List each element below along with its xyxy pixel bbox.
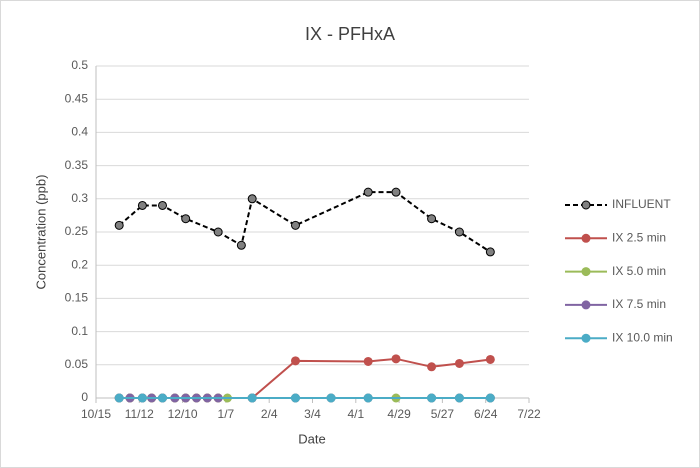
legend-marker (581, 333, 591, 343)
data-point (454, 393, 464, 403)
legend-marker (581, 200, 591, 210)
legend-label: INFLUENT (612, 197, 671, 211)
data-point (427, 393, 437, 403)
y-tick-label: 0.1 (71, 324, 88, 338)
x-tick-label: 2/4 (261, 407, 278, 421)
data-point (427, 214, 437, 224)
y-tick-label: 0.25 (65, 224, 89, 238)
y-tick-label: 0.3 (71, 191, 88, 205)
data-point (485, 247, 495, 257)
legend-label: IX 2.5 min (612, 230, 666, 244)
legend-marker (581, 233, 591, 243)
y-axis-title: Concentration (ppb) (33, 175, 48, 290)
x-tick-label: 11/12 (125, 407, 154, 421)
x-tick-label: 1/7 (218, 407, 235, 421)
data-point (454, 358, 464, 368)
y-tick-label: 0.05 (65, 357, 89, 371)
legend-label: IX 7.5 min (612, 297, 666, 311)
y-tick-label: 0.2 (71, 257, 88, 271)
x-tick-label: 10/15 (81, 407, 111, 421)
data-point (363, 356, 373, 366)
data-point (114, 220, 124, 230)
legend-label: IX 10.0 min (612, 330, 673, 344)
y-tick-label: 0.15 (65, 291, 89, 305)
data-point (290, 393, 300, 403)
data-point (391, 354, 401, 364)
data-point (247, 393, 257, 403)
x-tick-label: 3/4 (304, 407, 321, 421)
x-tick-label: 5/27 (431, 407, 455, 421)
chart-title: IX - PFHxA (305, 24, 395, 44)
data-point (363, 393, 373, 403)
x-tick-label: 6/24 (474, 407, 498, 421)
x-tick-label: 4/29 (387, 407, 411, 421)
data-point (137, 200, 147, 210)
data-point (485, 354, 495, 364)
legend-marker (581, 267, 591, 277)
data-point (427, 362, 437, 372)
legend-marker (581, 300, 591, 310)
data-point (290, 220, 300, 230)
x-tick-label: 4/1 (347, 407, 364, 421)
data-point (236, 240, 246, 250)
data-point (363, 187, 373, 197)
x-axis-title: Date (298, 431, 325, 446)
y-tick-label: 0.45 (65, 91, 89, 105)
x-tick-label: 12/10 (168, 407, 198, 421)
data-point (137, 393, 147, 403)
data-point (290, 356, 300, 366)
legend-label: IX 5.0 min (612, 264, 666, 278)
data-point (326, 393, 336, 403)
data-point (485, 393, 495, 403)
data-point (157, 200, 167, 210)
data-point (181, 214, 191, 224)
data-point (114, 393, 124, 403)
data-point (454, 227, 464, 237)
y-tick-label: 0.35 (65, 158, 89, 172)
y-tick-label: 0.5 (71, 58, 88, 72)
data-point (213, 227, 223, 237)
y-tick-label: 0.4 (71, 125, 88, 139)
data-point (391, 187, 401, 197)
data-point (157, 393, 167, 403)
data-point (247, 194, 257, 204)
y-tick-label: 0 (81, 390, 88, 404)
x-tick-label: 7/22 (517, 407, 541, 421)
